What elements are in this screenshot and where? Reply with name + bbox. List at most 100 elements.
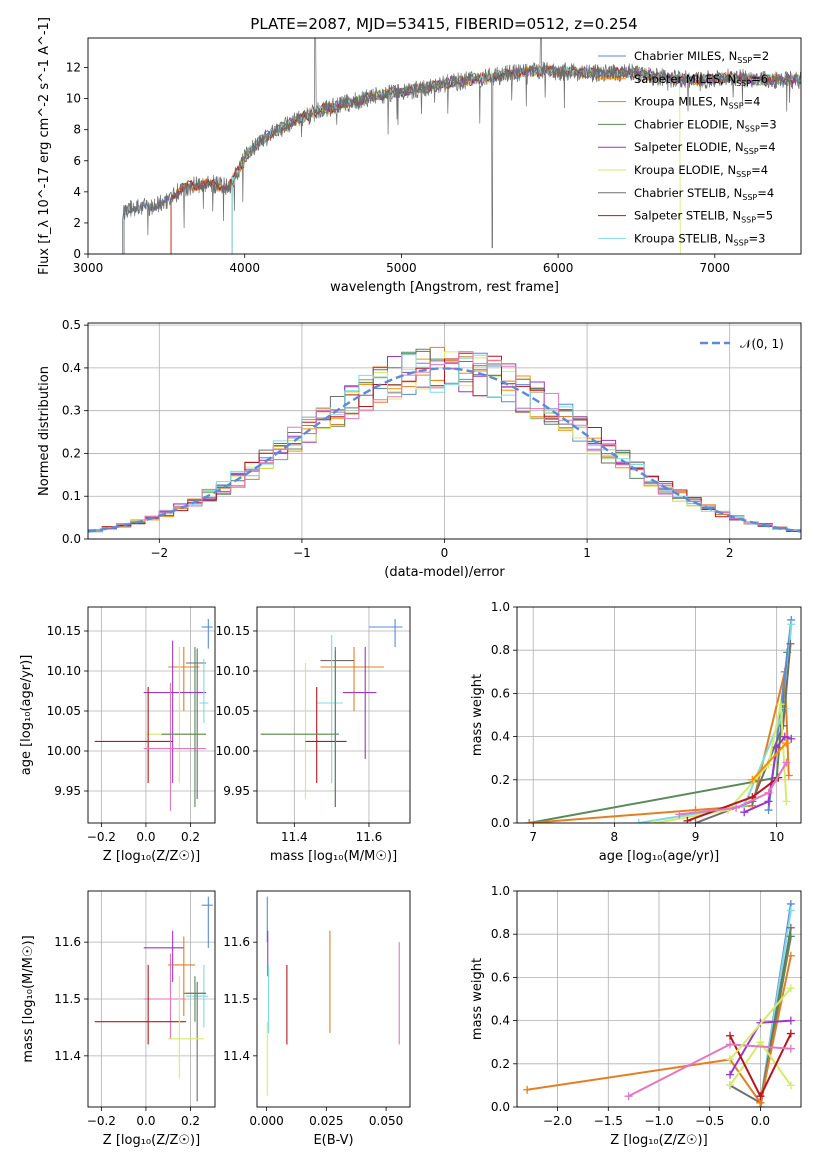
point-mass_vs_Z-cs	[186, 981, 207, 1102]
y-tick-label: 12	[66, 61, 81, 75]
weight-line	[729, 987, 792, 1061]
x-axis-label: E(B-V)	[313, 1133, 353, 1148]
weight-series-weight_vs_age-6	[740, 732, 796, 817]
x-axis-label: age [log₁₀(age/yr)]	[599, 849, 720, 864]
weight-marker	[650, 819, 659, 823]
x-tick-label: −1.5	[594, 1114, 623, 1128]
y-tick-label: 0.3	[62, 404, 81, 418]
weight-line	[679, 761, 788, 816]
weight-marker	[726, 1031, 734, 1040]
point-age_vs_Z-cs	[186, 648, 207, 799]
legend-label-value: =6	[751, 72, 768, 86]
weight-marker	[780, 732, 789, 741]
x-tick-label: 10	[769, 830, 784, 844]
x-tick-label: −2	[150, 546, 168, 560]
weight-marker	[772, 743, 781, 752]
x-axis-label: (data-model)/error	[384, 565, 505, 580]
legend-label-cm: Chabrier MILES, NSSP=2	[634, 49, 769, 65]
y-tick-label: 0.0	[491, 816, 510, 830]
weight-marker	[764, 788, 773, 797]
y-tick-label: 10.05	[47, 704, 81, 718]
weight-series-weight_vs_Z-9	[726, 984, 795, 1064]
axes-frame	[87, 890, 216, 1108]
y-tick-label: 9.95	[223, 784, 250, 798]
point-age_vs_mass-ks	[316, 635, 343, 783]
weight-marker	[732, 803, 741, 812]
weight-marker	[782, 758, 791, 767]
weight-marker	[786, 1044, 795, 1053]
x-tick-label: −0.5	[695, 1114, 724, 1128]
legend-label-text: Salpeter MILES, N	[634, 72, 736, 86]
legend-label-text: Chabrier MILES, N	[634, 49, 737, 63]
x-axis-label: Z [log₁₀(Z/Z☉)]	[103, 1133, 200, 1148]
legend-label-value: =4	[751, 163, 768, 177]
plot-area	[94, 619, 213, 811]
y-tick-label: 1.0	[491, 600, 510, 614]
y-tick-label: 0.2	[62, 446, 81, 460]
spectrum-model-ke	[231, 65, 681, 254]
panel-spectrum: 3000 4000 5000 6000 7000 0 2 4 6 8 10 12 wavelength …	[37, 17, 802, 295]
y-tick-label: 10	[66, 92, 81, 106]
weight-marker	[786, 932, 795, 941]
legend-label-text: Kroupa MILES, N	[634, 95, 729, 109]
y-tick-label: 11.4	[223, 1049, 250, 1063]
point-age_vs_mass-ce	[260, 647, 340, 807]
y-tick-label: 1.0	[491, 884, 510, 898]
weight-line	[751, 742, 788, 781]
weight-marker	[683, 816, 692, 823]
legend-label-text: Kroupa ELODIE, N	[634, 163, 736, 177]
x-tick-label: 11.4	[281, 830, 308, 844]
legend-label-normal: 𝒩(0, 1)	[740, 337, 784, 351]
legend-label-ks: Kroupa STELIB, NSSP=3	[634, 231, 765, 247]
y-tick-label: 11.5	[54, 992, 81, 1006]
panel-residual_hist: −2 −1 0 1 2 0.0 0.1 0.2 0.3 0.4 0.5 (data-model)/er…	[37, 318, 802, 580]
weight-marker	[756, 1038, 765, 1047]
legend-label-sub: SSP	[736, 79, 751, 88]
weight-marker	[787, 734, 796, 743]
y-tick-label: 0.8	[491, 643, 510, 657]
spectrum-model-cs	[123, 64, 801, 254]
point-mass_vs_Z-cm	[201, 896, 213, 948]
x-tick-label: 7000	[700, 261, 731, 275]
weight-line	[695, 643, 792, 823]
axes-frame	[516, 890, 802, 1108]
x-tick-label: 0	[441, 546, 449, 560]
x-tick-label: 4000	[229, 261, 260, 275]
x-axis-label: wavelength [Angstrom, rest frame]	[330, 280, 559, 295]
point-mass_vs_Z-ce	[183, 976, 207, 1022]
y-axis-label: mass weight	[470, 674, 485, 756]
x-tick-label: 9	[692, 830, 700, 844]
weight-series-weight_vs_age-7	[683, 773, 783, 823]
y-tick-label: 0.5	[62, 318, 81, 332]
weight-marker	[776, 700, 785, 709]
x-axis-label: mass [log₁₀(M/M☉)]	[270, 849, 397, 864]
weight-marker	[756, 1092, 765, 1101]
legend-label-text: Salpeter ELODIE, N	[634, 140, 744, 154]
x-tick-label: −2.0	[543, 1114, 572, 1128]
panel-weight_vs_age: 7 8 9 10 0.0 0.2 0.4 0.6 0.8 1.0 age [log₁₀(age/yr…	[470, 600, 802, 864]
plots: 3000 4000 5000 6000 7000024681012wavelength …	[19, 17, 802, 1148]
legend-label-sub: SSP	[742, 193, 757, 202]
weight-marker	[786, 984, 795, 993]
legend-label-value: =4	[757, 186, 774, 200]
legend-label-value: =2	[752, 49, 769, 63]
point-mass_vs_Z-se	[143, 930, 184, 982]
figure-title: PLATE=2087, MJD=53415, FIBERID=0512, z=0…	[250, 15, 637, 33]
plot-area	[525, 615, 796, 823]
y-axis-label: mass [log₁₀(M/M☉)]	[21, 935, 36, 1062]
weight-marker	[523, 1085, 532, 1094]
x-tick-label: 5000	[386, 261, 417, 275]
point-age_vs_mass-se	[342, 647, 377, 759]
legend-label-sub: SSP	[737, 56, 752, 65]
legend-label-text: Kroupa STELIB, N	[634, 231, 734, 245]
plot-area	[94, 896, 213, 1102]
x-tick-label: 0.2	[181, 1114, 200, 1128]
panel-weight_vs_Z: −2.0 −1.5 −1.0 −0.5 0.0 0.0 0.2 0.4 0.6 0.8 1.0 Z […	[470, 884, 802, 1148]
y-tick-label: 0.0	[491, 1100, 510, 1114]
point-age_vs_Z-km	[168, 647, 200, 711]
x-tick-label: 11.6	[356, 830, 383, 844]
weight-marker	[786, 906, 795, 915]
point-age_vs_Z-extra_pink	[143, 683, 207, 811]
weight-marker	[784, 771, 793, 780]
